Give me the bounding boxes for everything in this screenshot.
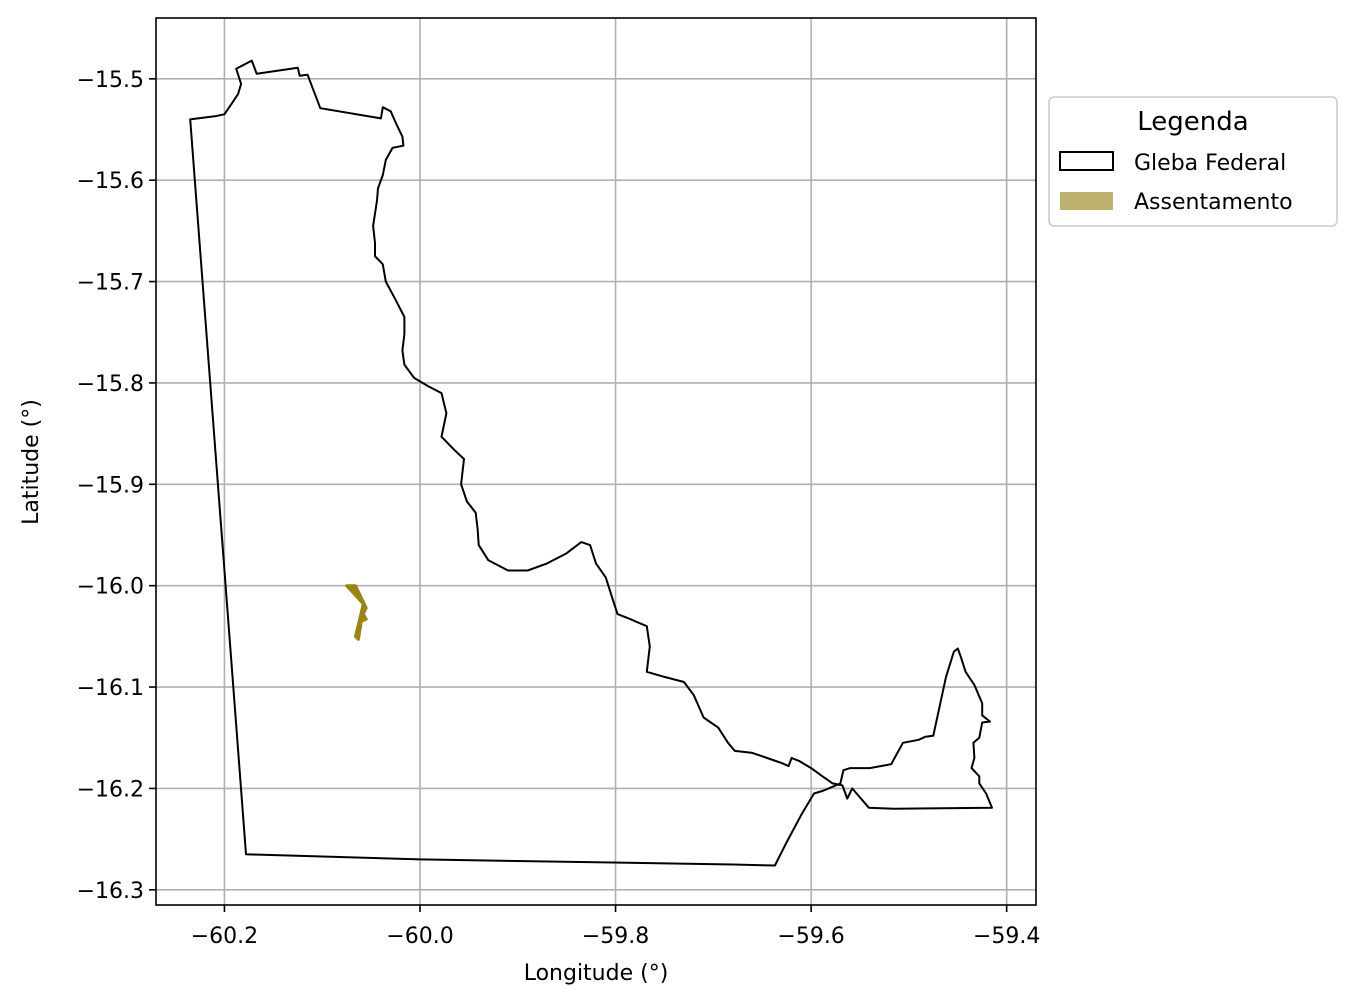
- legend-box: [1048, 96, 1338, 227]
- y-axis-label: Latitude (°): [19, 399, 44, 525]
- legend-swatch-gleba-federal: [1059, 151, 1114, 171]
- x-tick-label: −60.2: [191, 924, 258, 949]
- x-axis-ticks: −60.2 −60.0 −59.8 −59.6 −59.4: [191, 905, 1040, 949]
- legend-label-assentamento: Assentamento: [1134, 190, 1293, 215]
- y-tick-label: −15.8: [77, 372, 144, 397]
- x-tick-label: −59.6: [777, 924, 844, 949]
- assentamento-polygon: [345, 584, 368, 641]
- legend: Legenda Gleba Federal Assentamento: [1048, 96, 1338, 227]
- x-tick-label: −59.8: [582, 924, 649, 949]
- x-tick-label: −59.4: [973, 924, 1040, 949]
- plot-frame: [155, 17, 1037, 906]
- legend-label-gleba-federal: Gleba Federal: [1134, 151, 1286, 176]
- grid-lines: [156, 18, 1036, 905]
- legend-title: Legenda: [1137, 107, 1248, 137]
- x-axis-label: Longitude (°): [524, 961, 669, 986]
- y-tick-label: −15.5: [77, 68, 144, 93]
- legend-swatch-assentamento: [1060, 192, 1113, 210]
- y-tick-label: −15.7: [77, 271, 144, 296]
- y-tick-label: −16.3: [77, 879, 144, 904]
- y-tick-label: −15.6: [77, 169, 144, 194]
- y-tick-label: −16.0: [77, 575, 144, 600]
- y-tick-label: −16.2: [77, 777, 144, 802]
- y-axis-ticks: −15.5 −15.6 −15.7 −15.8 −15.9 −16.0 −16.1 −16.2…: [77, 68, 156, 904]
- y-tick-label: −15.9: [77, 473, 144, 498]
- y-tick-label: −16.1: [77, 676, 144, 701]
- x-tick-label: −60.0: [386, 924, 453, 949]
- gleba-federal-boundary: [189, 59, 993, 867]
